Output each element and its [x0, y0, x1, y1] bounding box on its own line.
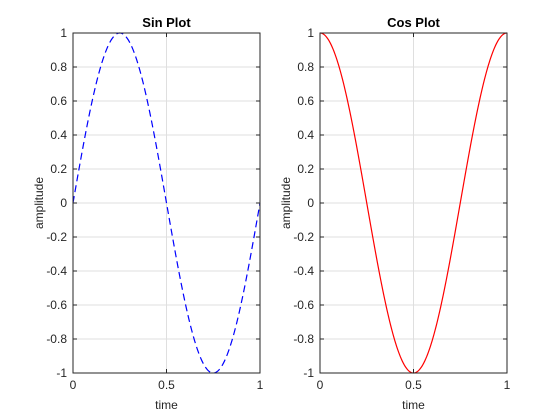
sin-plot-ytick-label-10: 1	[60, 26, 67, 40]
sin-plot-ytick-label-7: 0.4	[50, 128, 67, 142]
sin-plot-ytick-label-6: 0.2	[50, 162, 67, 176]
sin-plot-ylabel: amplitude	[32, 177, 46, 229]
sin-plot-xtick-label-0: 0	[70, 378, 77, 392]
cos-plot-title: Cos Plot	[387, 15, 440, 30]
sin-plot-title: Sin Plot	[142, 15, 191, 30]
cos-plot-ylabel: amplitude	[279, 177, 293, 229]
cos-plot-ytick-label-8: 0.6	[297, 94, 314, 108]
cos-plot-ytick-label-6: 0.2	[297, 162, 314, 176]
cos-plot-ytick-label-3: -0.4	[293, 264, 314, 278]
cos-plot-xtick-label-2: 1	[504, 378, 511, 392]
sin-plot-xtick-label-1: 0.5	[158, 378, 175, 392]
sin-plot-ytick-label-8: 0.6	[50, 94, 67, 108]
cos-plot-ytick-label-9: 0.8	[297, 60, 314, 74]
sin-plot-xlabel: time	[155, 398, 178, 412]
cos-plot-ytick-label-10: 1	[307, 26, 314, 40]
sin-plot-ytick-label-0: -1	[56, 366, 67, 380]
cos-plot-ytick-label-1: -0.8	[293, 332, 314, 346]
cos-plot-xlabel: time	[402, 398, 425, 412]
sin-plot-xtick-label-2: 1	[257, 378, 264, 392]
cos-plot-ytick-label-0: -1	[303, 366, 314, 380]
sin-plot-ytick-label-3: -0.4	[46, 264, 67, 278]
cos-plot-ytick-label-5: 0	[307, 196, 314, 210]
cos-plot-xtick-label-1: 0.5	[405, 378, 422, 392]
sin-plot-ytick-label-9: 0.8	[50, 60, 67, 74]
sin-plot-ytick-label-5: 0	[60, 196, 67, 210]
sin-plot-ytick-label-2: -0.6	[46, 298, 67, 312]
cos-plot-ytick-label-4: -0.2	[293, 230, 314, 244]
cos-plot-xtick-label-0: 0	[317, 378, 324, 392]
sin-plot-ytick-label-1: -0.8	[46, 332, 67, 346]
cos-plot-ytick-label-7: 0.4	[297, 128, 314, 142]
cos-plot-ytick-label-2: -0.6	[293, 298, 314, 312]
sin-plot-ytick-label-4: -0.2	[46, 230, 67, 244]
